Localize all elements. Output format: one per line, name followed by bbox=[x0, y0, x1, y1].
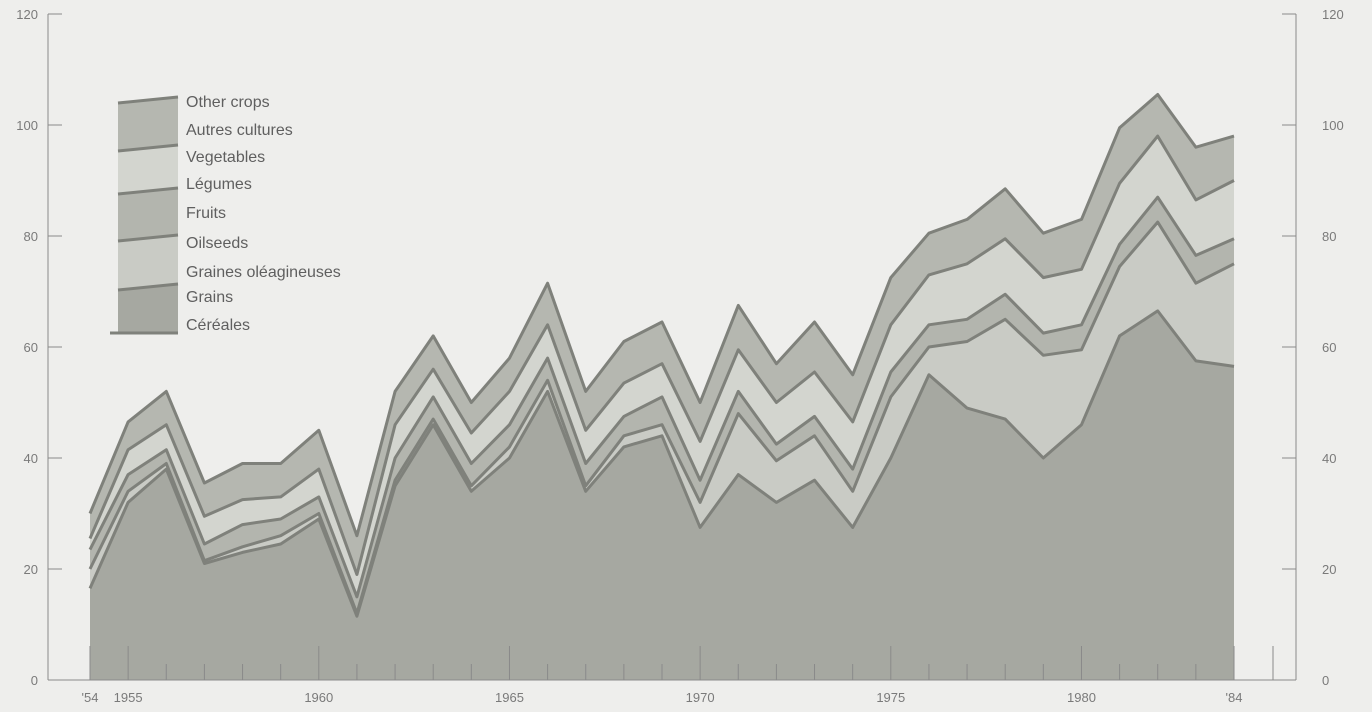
series-line-oilseeds bbox=[88, 220, 1235, 615]
legend-label-fr: Graines oléagineuses bbox=[186, 264, 341, 281]
y-tick-label-left: 0 bbox=[31, 673, 38, 688]
area-other-crops bbox=[90, 94, 1234, 575]
y-tick-label-right: 40 bbox=[1322, 451, 1336, 466]
legend: Other crops Autres cultures Vegetables Légu… bbox=[110, 94, 341, 335]
legend-label-fr: Légumes bbox=[186, 176, 252, 193]
series-line-grains bbox=[88, 309, 1235, 618]
series-line-other-crops bbox=[88, 93, 1235, 538]
y-tick-label-left: 120 bbox=[16, 7, 38, 22]
legend-swatch bbox=[118, 235, 178, 290]
x-tick-label: 1980 bbox=[1067, 690, 1096, 705]
area-layers bbox=[88, 93, 1235, 680]
legend-swatch bbox=[118, 97, 178, 151]
legend-label: Vegetables bbox=[186, 149, 265, 166]
series-line-vegetables bbox=[88, 134, 1235, 576]
legend-label: Other crops bbox=[186, 94, 270, 111]
y-tick-label-right: 80 bbox=[1322, 229, 1336, 244]
legend-label-fr: Autres cultures bbox=[186, 122, 293, 139]
legend-divider bbox=[117, 95, 179, 105]
legend-label: Grains bbox=[186, 289, 233, 306]
legend-divider bbox=[117, 143, 179, 153]
axes: 0 0 20 20 40 40 60 60 80 80 100 100 120 120 '54 1955 196… bbox=[16, 7, 1343, 705]
y-tick-label-left: 60 bbox=[24, 340, 38, 355]
y-tick-label-right: 100 bbox=[1322, 118, 1344, 133]
area-grains bbox=[90, 310, 1234, 680]
y-tick-label-right: 60 bbox=[1322, 340, 1336, 355]
y-tick-label-right: 0 bbox=[1322, 673, 1329, 688]
x-tick-label: 1975 bbox=[876, 690, 905, 705]
legend-swatch bbox=[118, 145, 178, 194]
y-tick-label-right: 120 bbox=[1322, 7, 1344, 22]
legend-swatch bbox=[118, 284, 178, 333]
legend-divider bbox=[117, 186, 179, 196]
legend-label-fr: Céréales bbox=[186, 317, 250, 334]
legend-label: Oilseeds bbox=[186, 235, 248, 252]
legend-swatch bbox=[118, 188, 178, 241]
area-fruits bbox=[90, 197, 1234, 614]
x-tick-label: 1960 bbox=[304, 690, 333, 705]
legend-label: Fruits bbox=[186, 205, 226, 222]
x-tick-label: '84 bbox=[1226, 690, 1243, 705]
y-tick-label-left: 40 bbox=[24, 451, 38, 466]
series-line-fruits bbox=[88, 195, 1235, 599]
y-tick-label-left: 80 bbox=[24, 229, 38, 244]
x-tick-label: 1965 bbox=[495, 690, 524, 705]
x-tick-label: 1970 bbox=[686, 690, 715, 705]
x-tick-label: '54 bbox=[82, 690, 99, 705]
y-tick-label-left: 20 bbox=[24, 562, 38, 577]
legend-divider bbox=[117, 233, 179, 243]
legend-divider bbox=[117, 282, 179, 292]
y-tick-label-right: 20 bbox=[1322, 562, 1336, 577]
y-tick-label-left: 100 bbox=[16, 118, 38, 133]
x-tick-label: 1955 bbox=[114, 690, 143, 705]
